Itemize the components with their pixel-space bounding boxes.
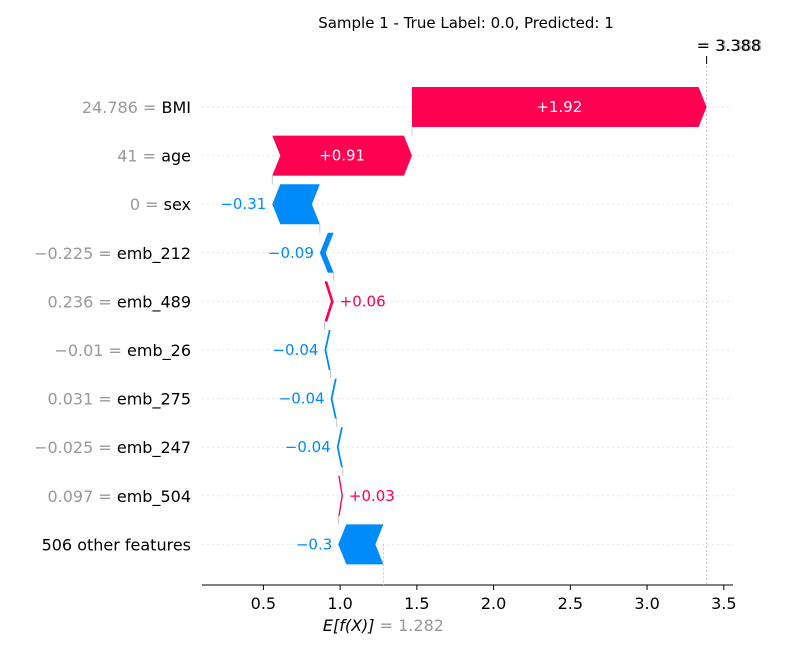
waterfall-bar bbox=[336, 427, 343, 468]
feature-name-text: BMI bbox=[162, 98, 192, 117]
x-tick-label: 1.0 bbox=[327, 594, 352, 613]
waterfall-bar bbox=[272, 184, 320, 225]
data-label: −0.31 bbox=[220, 195, 266, 213]
feature-label: 506 other features bbox=[42, 535, 191, 554]
feature-value-text: −0.01 = bbox=[54, 341, 122, 360]
feature-label: 0 = sex bbox=[130, 195, 191, 214]
fx-ghost-label: 3.388 bbox=[717, 36, 763, 55]
data-label: +0.03 bbox=[349, 487, 395, 505]
data-label: +1.92 bbox=[536, 98, 582, 116]
feature-label: 0.236 = emb_489 bbox=[47, 292, 191, 312]
feature-value-text: 0.031 = bbox=[47, 390, 111, 409]
x-tick-label: 2.5 bbox=[558, 594, 583, 613]
feature-value-text: −0.225 = bbox=[34, 244, 112, 263]
fx-label: = 3.388 bbox=[697, 36, 761, 55]
data-label: −0.3 bbox=[296, 535, 332, 553]
feature-label: −0.025 = emb_247 bbox=[34, 438, 191, 458]
feature-name-text: emb_26 bbox=[127, 341, 191, 361]
feature-name-text: emb_504 bbox=[117, 487, 191, 507]
feature-name-text: emb_212 bbox=[117, 244, 191, 264]
x-tick-label: 1.5 bbox=[404, 594, 429, 613]
feature-name-text: age bbox=[161, 147, 191, 166]
x-axis: 0.5 1.0 1.5 2.0 2.5 3.0 3.5 bbox=[202, 584, 737, 613]
chart-title: Sample 1 - True Label: 0.0, Predicted: 1 bbox=[318, 14, 614, 32]
feature-value-text: 0.097 = bbox=[47, 487, 111, 506]
feature-name-text: emb_275 bbox=[117, 390, 191, 410]
row-layer: +1.92 24.786 = BMI +0.91 41 = age −0.31 0 = s… bbox=[34, 87, 733, 565]
feature-label: 0.097 = emb_504 bbox=[47, 487, 191, 507]
data-label: −0.04 bbox=[272, 341, 318, 359]
feature-label: 0.031 = emb_275 bbox=[47, 390, 191, 410]
feature-value-text: 41 = bbox=[117, 147, 156, 166]
feature-label: −0.225 = emb_212 bbox=[34, 244, 191, 264]
waterfall-bar bbox=[272, 135, 412, 176]
waterfall-bar bbox=[338, 524, 384, 565]
feature-value-text: 24.786 = bbox=[82, 98, 156, 117]
base-marker: E[f(X)] = 1.282 bbox=[323, 544, 444, 635]
feature-label: −0.01 = emb_26 bbox=[54, 341, 191, 361]
feature-label: 24.786 = BMI bbox=[82, 98, 191, 117]
data-label: −0.04 bbox=[279, 390, 325, 408]
feature-name-text: emb_489 bbox=[117, 292, 191, 312]
waterfall-bar bbox=[330, 378, 337, 419]
feature-label: 41 = age bbox=[117, 147, 191, 166]
waterfall-bar bbox=[319, 232, 334, 273]
waterfall-bar bbox=[324, 330, 331, 370]
feature-name-text: emb_247 bbox=[117, 438, 191, 458]
waterfall-bar bbox=[411, 87, 707, 127]
data-label: +0.91 bbox=[319, 147, 365, 165]
base-label: E[f(X)] = 1.282 bbox=[323, 616, 444, 635]
base-value-text: = 1.282 bbox=[380, 616, 444, 635]
feature-name-text: 506 other features bbox=[42, 535, 191, 554]
data-label: +0.06 bbox=[340, 292, 386, 310]
base-expr-text: E[f(X)] bbox=[323, 616, 375, 635]
data-label: −0.04 bbox=[285, 438, 331, 456]
feature-value-text: 0 = bbox=[130, 195, 159, 214]
waterfall-bar bbox=[324, 281, 334, 322]
x-tick-label: 3.5 bbox=[711, 594, 736, 613]
fx-marker: 3.388= 3.388 bbox=[697, 36, 763, 585]
x-tick-label: 0.5 bbox=[251, 594, 276, 613]
feature-value-text: −0.025 = bbox=[34, 438, 112, 457]
x-tick-label: 3.0 bbox=[634, 594, 659, 613]
feature-value-text: 0.236 = bbox=[47, 292, 111, 311]
x-tick-label: 2.0 bbox=[481, 594, 506, 613]
data-label: −0.09 bbox=[268, 244, 314, 262]
waterfall-bar bbox=[338, 475, 343, 516]
feature-name-text: sex bbox=[164, 195, 191, 214]
